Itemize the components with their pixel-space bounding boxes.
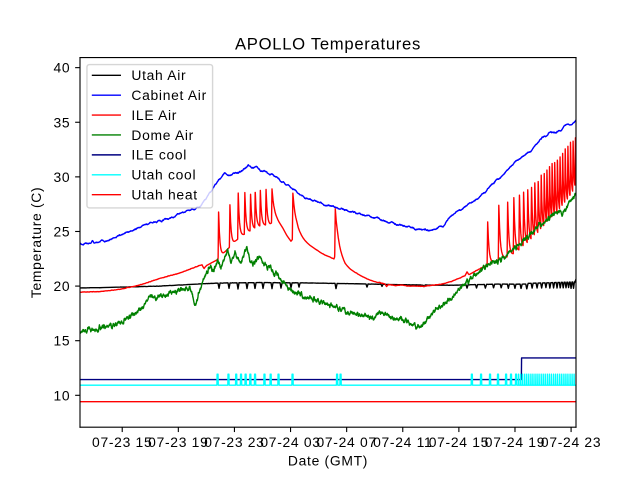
- svg-text:07-24 07: 07-24 07: [316, 434, 376, 450]
- svg-text:07-23 15: 07-23 15: [92, 434, 152, 450]
- svg-text:Utah heat: Utah heat: [131, 187, 197, 203]
- svg-text:Date (GMT): Date (GMT): [288, 452, 368, 468]
- svg-text:07-24 11: 07-24 11: [373, 434, 432, 450]
- svg-text:Utah cool: Utah cool: [131, 167, 196, 183]
- svg-text:Temperature (C): Temperature (C): [28, 187, 44, 298]
- svg-text:Cabinet Air: Cabinet Air: [131, 87, 216, 103]
- svg-text:Utah Air: Utah Air: [131, 67, 186, 83]
- svg-text:20: 20: [53, 278, 70, 294]
- svg-text:07-24 15: 07-24 15: [429, 434, 489, 450]
- svg-text:35: 35: [53, 114, 70, 130]
- svg-text:40: 40: [53, 60, 70, 76]
- svg-text:07-24 23: 07-24 23: [541, 434, 601, 450]
- svg-text:25: 25: [53, 224, 70, 240]
- svg-text:APOLLO Temperatures: APOLLO Temperatures: [235, 34, 421, 53]
- svg-text:ILE Air: ILE Air: [131, 107, 177, 123]
- svg-text:07-24 19: 07-24 19: [485, 434, 545, 450]
- svg-text:07-24 03: 07-24 03: [260, 434, 320, 450]
- svg-text:ILE cool: ILE cool: [131, 147, 187, 163]
- svg-text:30: 30: [53, 169, 70, 185]
- svg-text:07-23 23: 07-23 23: [204, 434, 264, 450]
- svg-text:07-23 19: 07-23 19: [148, 434, 208, 450]
- svg-text:15: 15: [53, 333, 70, 349]
- svg-text:10: 10: [53, 387, 70, 403]
- svg-text:Dome Air: Dome Air: [131, 127, 194, 143]
